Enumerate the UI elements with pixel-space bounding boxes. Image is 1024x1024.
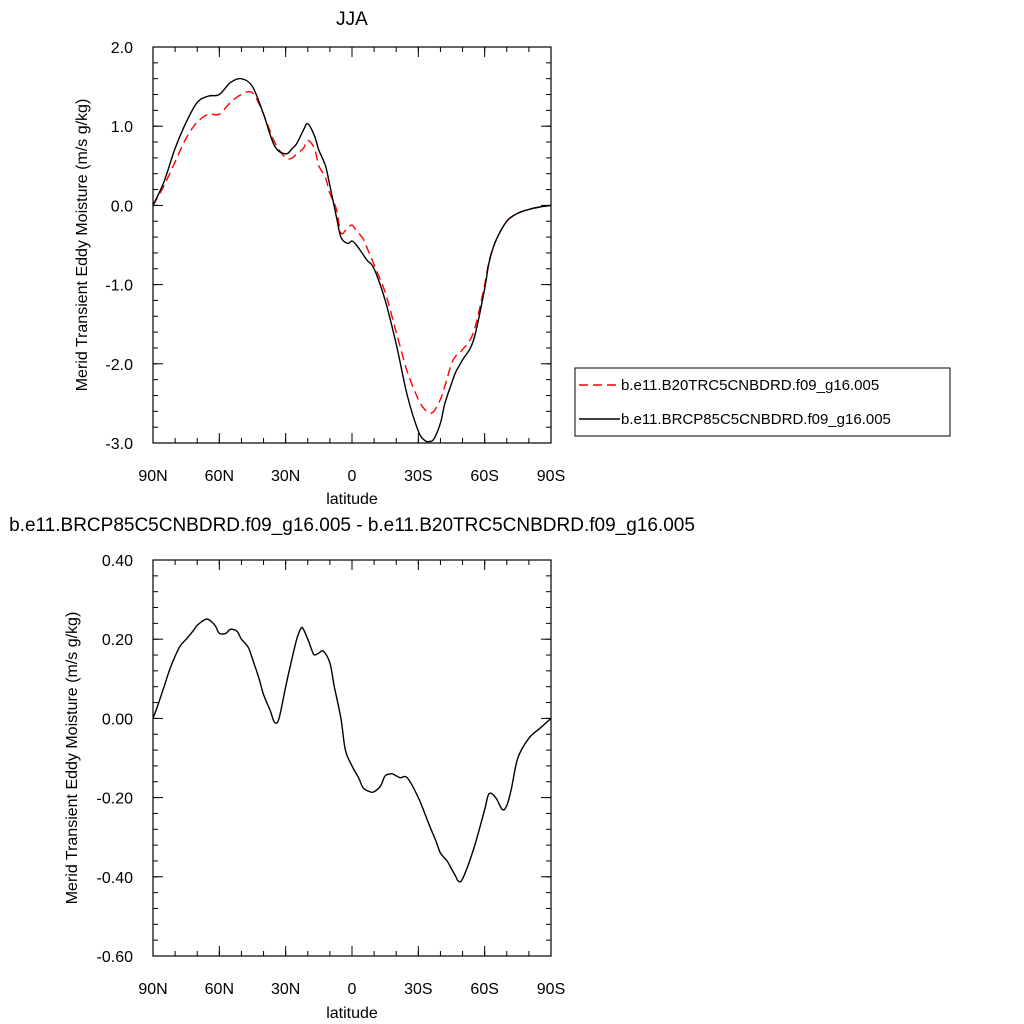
- y-tick-label: 0.0: [111, 198, 133, 215]
- series-line-1: [153, 90, 551, 414]
- plot-frame: [152, 46, 552, 444]
- panel-1: JJA 90N 60N 30N 0 30S 60S 90S -3.0 -2.0 -1.0 0.0 1.0…: [74, 9, 951, 508]
- major-ticks: [152, 559, 552, 957]
- x-tick-label: 90N: [138, 981, 167, 998]
- legend-label-1: b.e11.B20TRC5CNBDRD.f09_g16.005: [621, 377, 879, 394]
- x-tick-label: 90N: [138, 468, 167, 485]
- x-tick-label: 60N: [205, 468, 234, 485]
- series-line-2: [153, 77, 551, 443]
- x-axis-label: latitude: [326, 491, 378, 508]
- legend-label-2: b.e11.BRCP85C5CNBDRD.f09_g16.005: [621, 411, 891, 428]
- y-tick-label: -3.0: [105, 436, 133, 453]
- x-tick-label: 30S: [404, 468, 432, 485]
- x-tick-label: 90S: [537, 981, 565, 998]
- chart-title: b.e11.BRCP85C5CNBDRD.f09_g16.005 - b.e11…: [9, 515, 695, 536]
- x-tick-label: 60S: [470, 981, 498, 998]
- x-tick-label: 60S: [470, 468, 498, 485]
- y-tick-label: -0.60: [97, 949, 134, 966]
- legend: b.e11.B20TRC5CNBDRD.f09_g16.005 b.e11.BRC…: [574, 367, 951, 437]
- minor-ticks: [152, 559, 552, 957]
- panel-2: b.e11.BRCP85C5CNBDRD.f09_g16.005 - b.e11…: [9, 515, 695, 1022]
- plot-frame: [152, 559, 552, 957]
- series-line-1: [153, 618, 551, 883]
- y-tick-label: -0.40: [97, 870, 134, 887]
- x-tick-label: 0: [348, 981, 357, 998]
- series-group: [153, 618, 551, 883]
- legend-box: [574, 367, 951, 437]
- x-axis-label: latitude: [326, 1005, 378, 1022]
- y-tick-label: 0.00: [102, 711, 133, 728]
- y-tick-label: 1.0: [111, 119, 133, 136]
- x-tick-label: 90S: [537, 468, 565, 485]
- y-tick-label: 0.40: [102, 553, 133, 570]
- y-axis-label: Merid Transient Eddy Moisture (m/s g/kg): [74, 99, 91, 392]
- y-tick-label: -2.0: [105, 357, 133, 374]
- y-tick-label: -0.20: [97, 791, 134, 808]
- x-tick-label: 30N: [271, 981, 300, 998]
- x-tick-label: 60N: [205, 981, 234, 998]
- x-tick-label: 30N: [271, 468, 300, 485]
- y-tick-label: 0.20: [102, 632, 133, 649]
- series-group: [153, 77, 551, 443]
- chart-title: JJA: [336, 9, 368, 30]
- y-axis-label: Merid Transient Eddy Moisture (m/s g/kg): [64, 612, 81, 905]
- x-tick-label: 30S: [404, 981, 432, 998]
- y-tick-label: 2.0: [111, 40, 133, 57]
- minor-ticks: [152, 46, 552, 444]
- major-ticks: [152, 46, 552, 444]
- y-tick-label: -1.0: [105, 278, 133, 295]
- x-tick-label: 0: [348, 468, 357, 485]
